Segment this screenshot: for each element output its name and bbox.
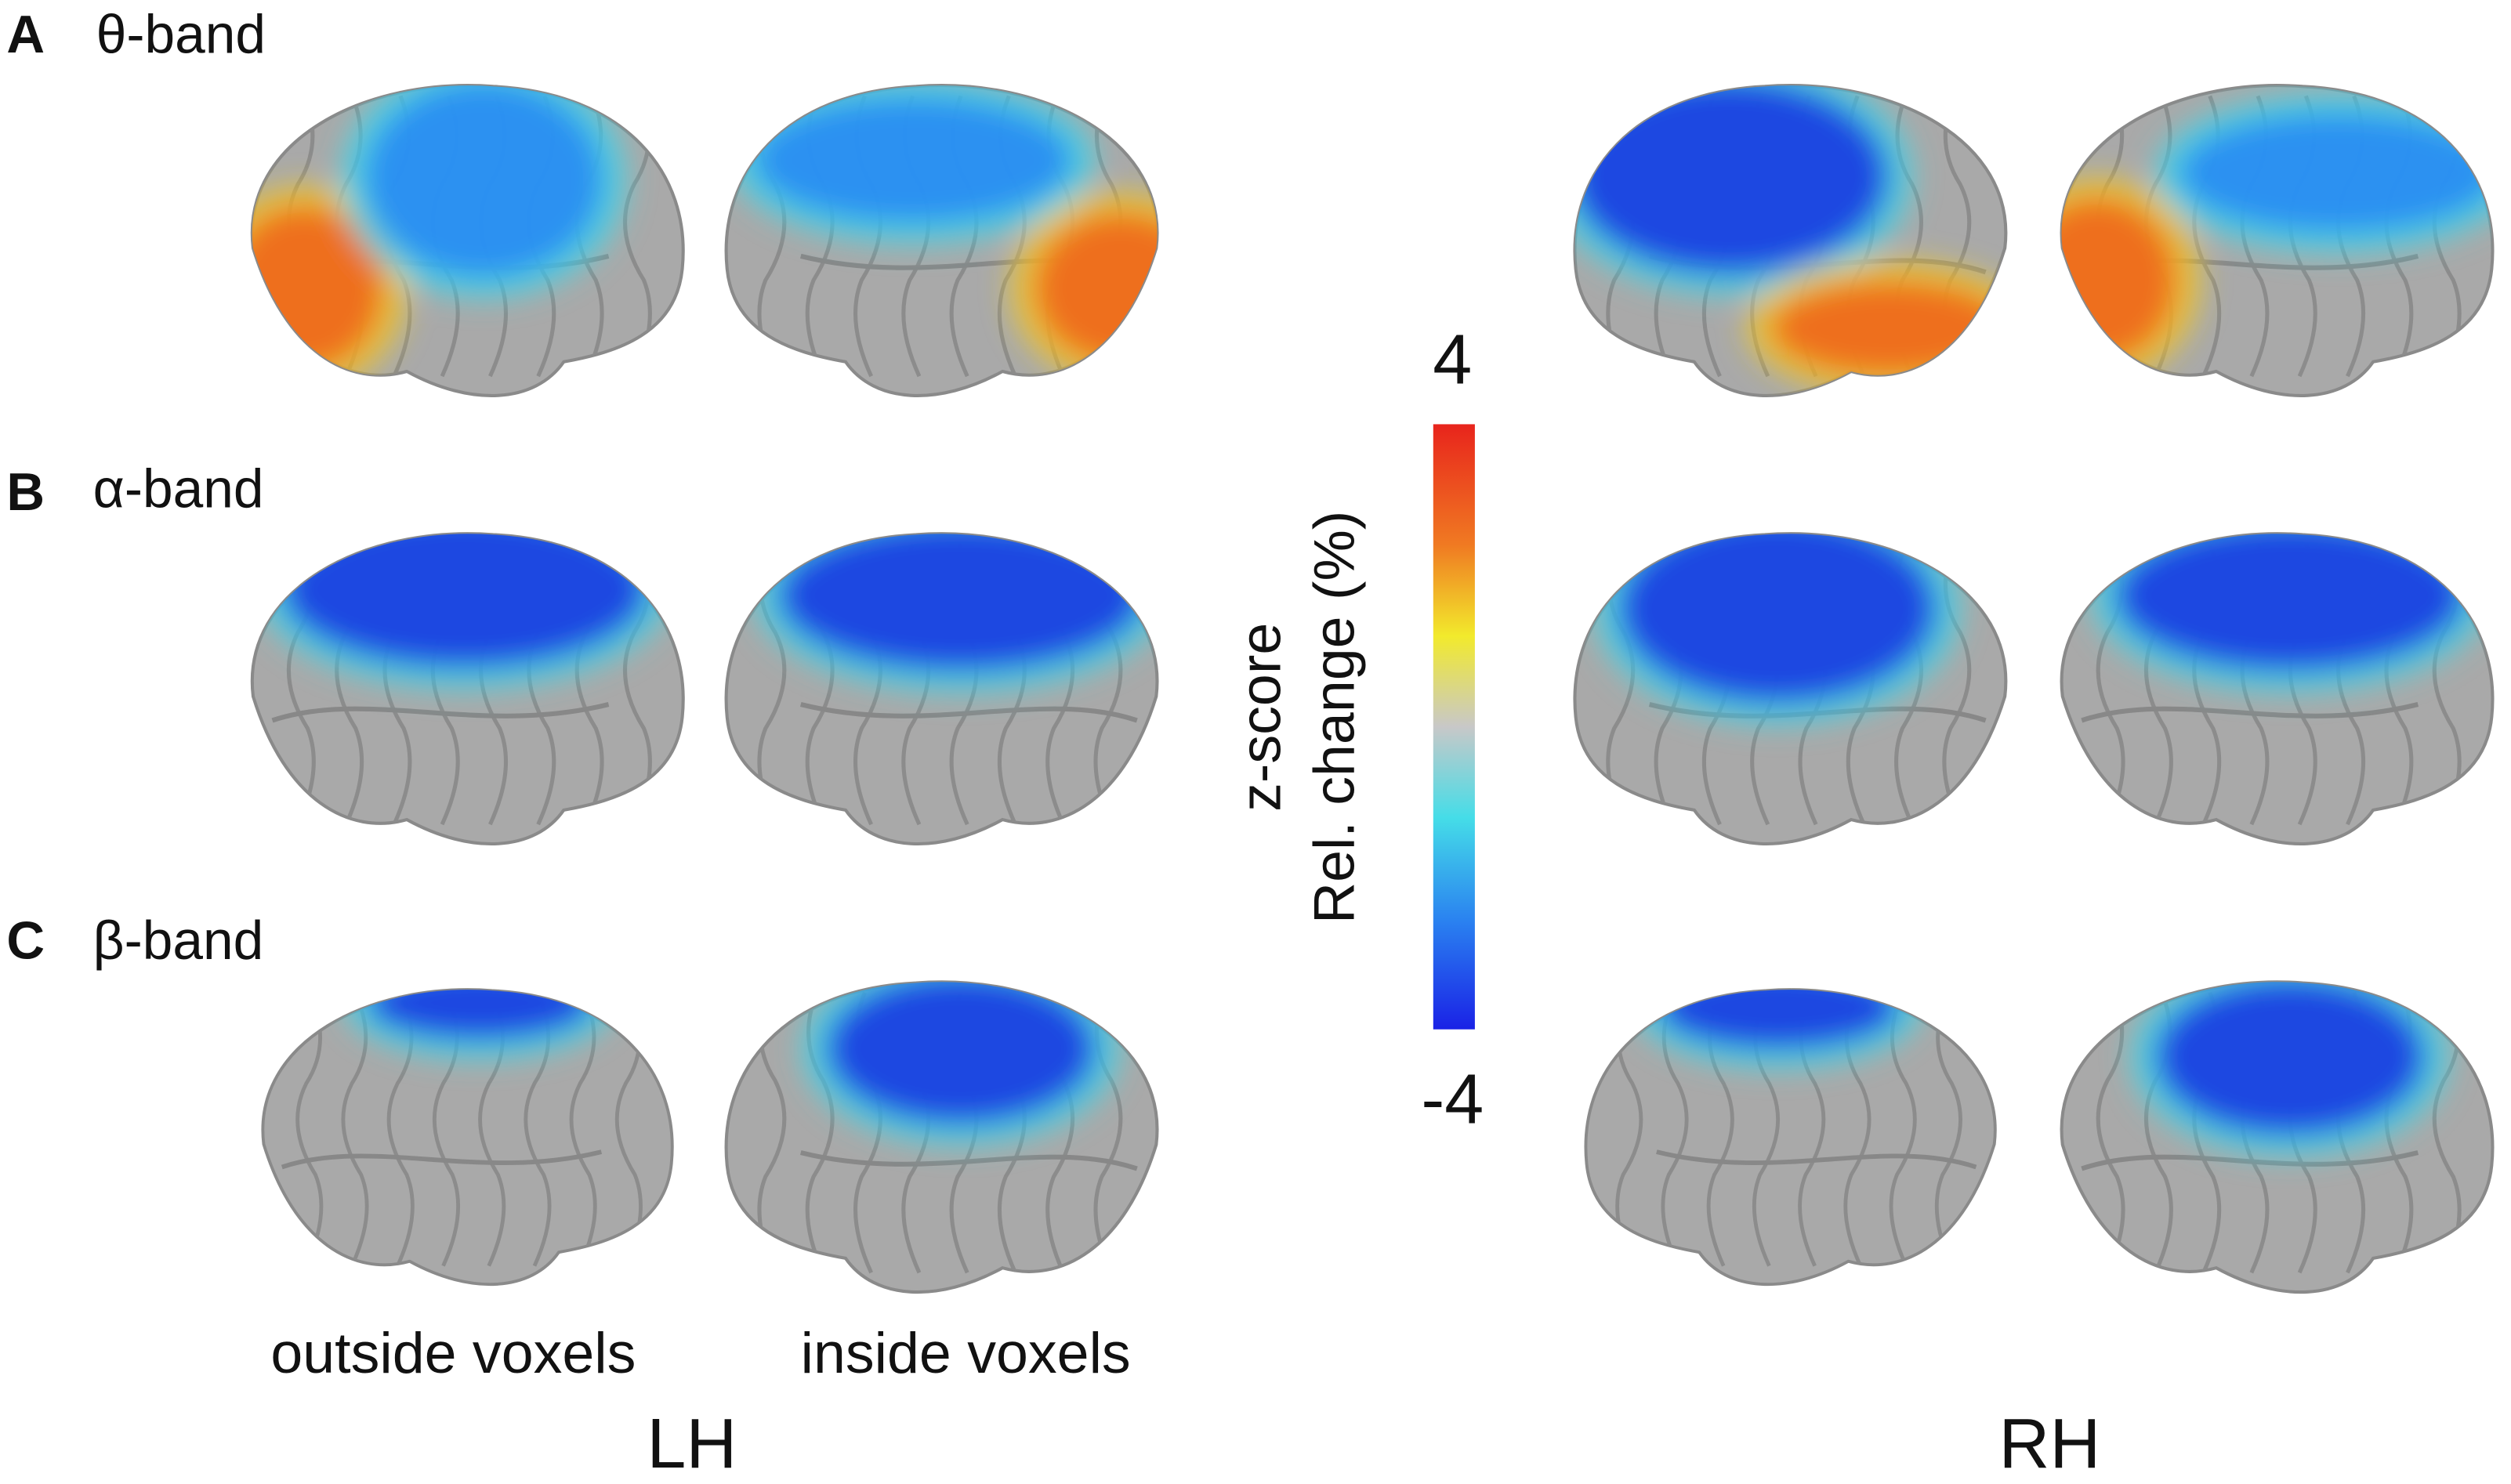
panel-letter: C [6,911,45,970]
brain [2060,84,2495,397]
hemisphere-label: RH [1998,1405,2100,1483]
brain [724,980,1159,1294]
colorbar [1433,424,1475,1030]
panel-band: θ-band [96,3,266,64]
brain [2060,532,2495,845]
colorbar-title: z-score [1228,623,1293,812]
panel-letter: B [6,463,45,522]
panel-letter: A [6,5,45,64]
panel-band: α-band [93,458,264,519]
brain [250,532,685,845]
brain [250,84,685,397]
colorbar-max: 4 [1433,321,1472,400]
brain [724,84,1159,397]
panel-band: β-band [93,910,264,971]
hemisphere-label: LH [647,1405,737,1483]
brain [2060,980,2495,1294]
brain [1573,84,2008,397]
brain [261,988,674,1287]
column-label: outside voxels [270,1320,636,1385]
brain [1573,532,2008,845]
brain-maps [250,84,2495,1294]
colorbar-title: Rel. change (%) [1302,511,1367,924]
brain [724,532,1159,845]
column-label: inside voxels [801,1320,1131,1385]
colorbar-min: -4 [1421,1061,1484,1139]
brain [1584,988,1997,1287]
